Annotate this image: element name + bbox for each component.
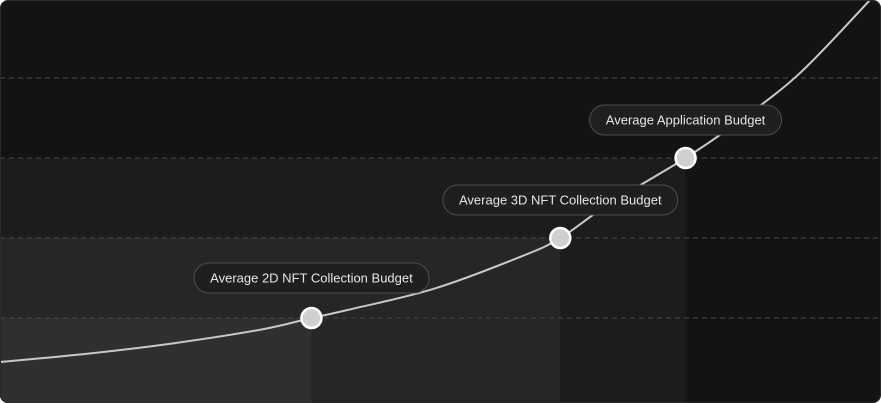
marker-label-3: Average Application Budget [606,113,766,128]
marker-label-pill-2 [442,184,679,216]
background-band-1 [0,318,312,403]
data-point-1 [300,306,323,330]
data-point-3 [674,146,697,170]
data-point-2 [549,226,572,250]
marker-label-pill-3 [589,104,782,136]
marker-group-3: Average Application Budget [589,104,782,170]
marker-label-pill-1 [193,262,430,294]
marker-label-2: Average 3D NFT Collection Budget [459,193,662,208]
marker-group-2: Average 3D NFT Collection Budget [442,184,679,250]
marker-label-1: Average 2D NFT Collection Budget [210,271,413,286]
marker-group-1: Average 2D NFT Collection Budget [193,262,430,330]
